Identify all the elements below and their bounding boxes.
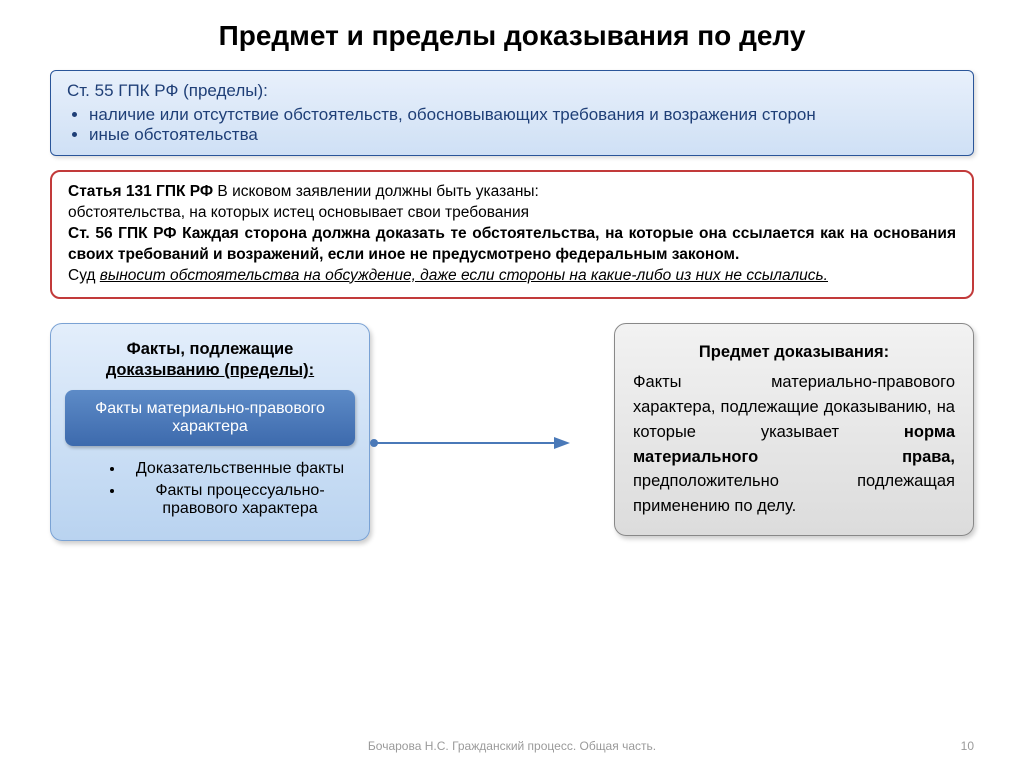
list-item: Факты процессуально-правового характера: [125, 482, 355, 518]
facts-card-title: Факты, подлежащие: [65, 340, 355, 359]
material-facts-pill: Факты материально-правового характера: [65, 390, 355, 446]
text: В исковом заявлении должны быть указаны:: [217, 183, 538, 200]
list-item: Доказательственные факты: [125, 460, 355, 478]
text-underline: выносит обстоятельства на обсуждение, да…: [100, 267, 828, 284]
article-131-box: Статья 131 ГПК РФ В исковом заявлении до…: [50, 170, 974, 299]
footer-text: Бочарова Н.С. Гражданский процесс. Общая…: [0, 739, 1024, 753]
slide-title: Предмет и пределы доказывания по делу: [50, 20, 974, 52]
facts-card: Факты, подлежащие доказыванию (пределы):…: [50, 323, 370, 541]
bottom-row: Факты, подлежащие доказыванию (пределы):…: [50, 323, 974, 541]
list-item: наличие или отсутствие обстоятельств, об…: [89, 105, 957, 125]
facts-card-subtitle: доказыванию (пределы):: [65, 361, 355, 380]
text-bold: Статья 131 ГПК РФ: [68, 183, 217, 200]
article-55-box: Ст. 55 ГПК РФ (пределы): наличие или отс…: [50, 70, 974, 156]
text: Суд: [68, 267, 100, 284]
page-number: 10: [961, 739, 974, 753]
subject-card: Предмет доказывания: Факты материально-п…: [614, 323, 974, 536]
facts-bullet-list: Доказательственные факты Факты процессуа…: [65, 460, 355, 518]
subject-card-body: Факты материально-правового характера, п…: [633, 370, 955, 519]
article-55-list: наличие или отсутствие обстоятельств, об…: [67, 105, 957, 145]
article-55-header: Ст. 55 ГПК РФ (пределы):: [67, 81, 957, 101]
subject-card-title: Предмет доказывания:: [633, 340, 955, 365]
text-bold: Ст. 56 ГПК РФ Каждая сторона должна дока…: [68, 225, 956, 263]
text: обстоятельства, на которых истец основыв…: [68, 204, 529, 221]
list-item: иные обстоятельства: [89, 125, 957, 145]
text: предположительно подлежащая применению п…: [633, 472, 955, 515]
arrow-icon: [370, 423, 570, 463]
